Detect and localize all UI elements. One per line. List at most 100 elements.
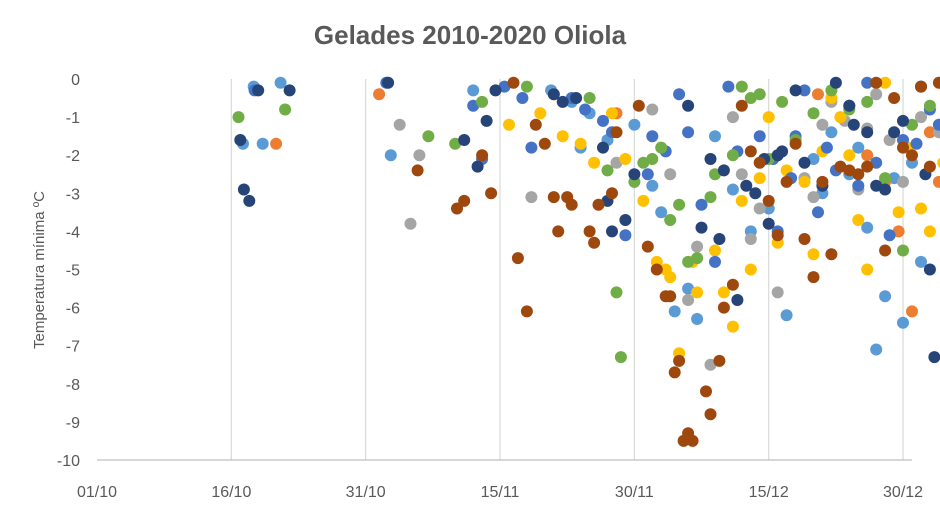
- data-point: [650, 263, 663, 276]
- data-point: [637, 156, 650, 169]
- data-point: [834, 111, 847, 124]
- data-point: [480, 114, 493, 127]
- data-point: [525, 141, 538, 154]
- data-point: [570, 92, 583, 104]
- data-point: [529, 118, 542, 131]
- data-points: [232, 76, 940, 447]
- data-point: [807, 271, 820, 284]
- data-point: [583, 225, 596, 238]
- data-point: [232, 111, 245, 124]
- data-point: [735, 99, 748, 112]
- data-point: [883, 229, 896, 242]
- data-point: [556, 95, 569, 108]
- data-point: [682, 294, 695, 306]
- data-point: [753, 156, 766, 169]
- data-point: [485, 187, 498, 200]
- data-point: [252, 84, 265, 97]
- y-tick-label: -1: [66, 110, 80, 127]
- data-point: [749, 187, 762, 200]
- data-point: [606, 187, 618, 200]
- data-point: [923, 99, 936, 112]
- data-point: [664, 290, 677, 303]
- data-point: [717, 286, 730, 299]
- data-point: [906, 149, 918, 162]
- data-point: [937, 157, 940, 168]
- data-point: [628, 118, 641, 131]
- data-point: [646, 179, 659, 192]
- data-point: [812, 88, 824, 101]
- data-point: [932, 175, 940, 188]
- data-point: [807, 248, 820, 261]
- data-point: [726, 278, 739, 291]
- data-point: [673, 354, 686, 367]
- y-tick-label: -5: [66, 263, 80, 280]
- data-point: [534, 107, 547, 120]
- data-point: [279, 103, 292, 116]
- data-point: [915, 202, 927, 215]
- y-tick-label: -2: [66, 148, 80, 165]
- data-point: [471, 160, 484, 173]
- data-point: [451, 202, 463, 215]
- data-point: [897, 114, 909, 127]
- data-point: [744, 145, 757, 158]
- data-point: [780, 309, 793, 322]
- data-point: [686, 434, 699, 447]
- y-tick-label: -10: [57, 453, 80, 470]
- data-point: [449, 137, 462, 150]
- data-point: [704, 153, 717, 165]
- data-point: [915, 111, 927, 124]
- data-point: [393, 118, 406, 131]
- data-point: [632, 99, 645, 112]
- data-point: [923, 126, 936, 139]
- data-point: [798, 84, 811, 97]
- data-point: [879, 244, 892, 257]
- data-point: [619, 153, 632, 165]
- data-point: [646, 103, 659, 116]
- data-point: [588, 236, 601, 249]
- data-point: [664, 168, 677, 181]
- data-point: [619, 214, 632, 226]
- data-point: [606, 225, 618, 238]
- data-point: [798, 156, 811, 169]
- y-axis-label: Temperatura mínima ºC: [31, 191, 48, 349]
- data-point: [592, 198, 605, 211]
- data-point: [870, 76, 883, 89]
- x-tick-label: 30/12: [883, 484, 923, 501]
- data-point: [458, 194, 471, 207]
- data-point: [726, 149, 739, 162]
- data-point: [382, 76, 395, 89]
- data-point: [861, 221, 874, 234]
- data-point: [583, 92, 596, 104]
- data-point: [695, 221, 708, 234]
- data-point: [798, 175, 811, 188]
- data-point: [731, 294, 744, 306]
- data-point: [807, 191, 820, 204]
- data-point: [664, 214, 677, 226]
- data-point: [704, 408, 717, 421]
- data-point: [735, 194, 748, 207]
- data-point: [910, 137, 923, 150]
- data-point: [861, 160, 874, 173]
- data-point: [274, 76, 287, 89]
- data-point: [597, 114, 609, 127]
- y-tick-label: -8: [66, 377, 80, 394]
- data-point: [682, 282, 695, 295]
- data-point: [691, 240, 704, 253]
- data-point: [682, 99, 695, 112]
- data-point: [614, 351, 627, 364]
- data-point: [726, 320, 739, 333]
- data-point: [413, 149, 426, 162]
- y-tick-label: 0: [71, 72, 80, 89]
- data-point: [606, 107, 618, 120]
- data-point: [897, 244, 909, 257]
- chart-title: Gelades 2010-2020 Oliola: [314, 20, 627, 50]
- data-point: [843, 164, 856, 177]
- data-point: [798, 233, 811, 245]
- data-point: [556, 130, 569, 143]
- data-point: [700, 385, 712, 398]
- data-point: [825, 126, 838, 139]
- data-point: [552, 225, 565, 238]
- data-point: [726, 183, 739, 196]
- data-point: [861, 76, 874, 89]
- data-point: [753, 172, 766, 185]
